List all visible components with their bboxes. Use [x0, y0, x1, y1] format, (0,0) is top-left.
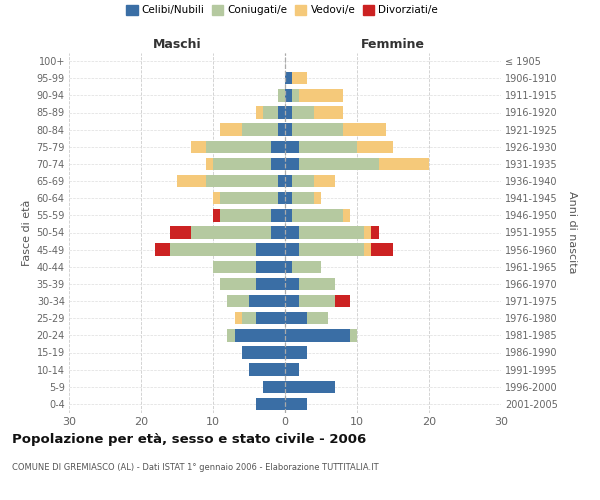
Bar: [256, 244, 285, 256]
Bar: [242, 346, 285, 358]
Bar: [292, 192, 314, 204]
Bar: [285, 209, 292, 222]
Bar: [213, 260, 256, 273]
Bar: [285, 329, 350, 342]
Bar: [256, 278, 285, 290]
Bar: [249, 364, 285, 376]
Bar: [292, 89, 299, 102]
Bar: [220, 278, 256, 290]
Bar: [278, 192, 285, 204]
Bar: [299, 140, 357, 153]
Bar: [235, 312, 242, 324]
Bar: [285, 244, 299, 256]
Bar: [285, 295, 299, 307]
Bar: [292, 72, 307, 85]
Bar: [227, 329, 235, 342]
Bar: [292, 124, 343, 136]
Bar: [285, 312, 307, 324]
Bar: [285, 124, 292, 136]
Bar: [220, 192, 278, 204]
Bar: [191, 140, 206, 153]
Bar: [364, 226, 371, 238]
Bar: [335, 295, 350, 307]
Bar: [299, 226, 364, 238]
Bar: [220, 124, 242, 136]
Y-axis label: Anni di nascita: Anni di nascita: [568, 191, 577, 274]
Bar: [271, 158, 285, 170]
Bar: [271, 226, 285, 238]
Bar: [285, 278, 299, 290]
Bar: [371, 244, 393, 256]
Bar: [292, 106, 314, 118]
Legend: Celibi/Nubili, Coniugati/e, Vedovi/e, Divorziati/e: Celibi/Nubili, Coniugati/e, Vedovi/e, Di…: [126, 5, 438, 15]
Bar: [220, 209, 271, 222]
Bar: [357, 140, 393, 153]
Text: Popolazione per età, sesso e stato civile - 2006: Popolazione per età, sesso e stato civil…: [12, 432, 366, 446]
Bar: [285, 346, 307, 358]
Bar: [285, 192, 292, 204]
Bar: [292, 209, 343, 222]
Bar: [314, 192, 321, 204]
Bar: [285, 260, 292, 273]
Bar: [285, 140, 299, 153]
Bar: [285, 226, 299, 238]
Y-axis label: Fasce di età: Fasce di età: [22, 200, 32, 266]
Bar: [285, 89, 292, 102]
Bar: [256, 398, 285, 410]
Bar: [314, 175, 335, 187]
Text: COMUNE DI GREMIASCO (AL) - Dati ISTAT 1° gennaio 2006 - Elaborazione TUTTITALIA.: COMUNE DI GREMIASCO (AL) - Dati ISTAT 1°…: [12, 462, 379, 471]
Bar: [285, 364, 299, 376]
Bar: [263, 380, 285, 393]
Bar: [285, 72, 292, 85]
Bar: [271, 140, 285, 153]
Bar: [278, 89, 285, 102]
Bar: [285, 158, 299, 170]
Bar: [227, 295, 249, 307]
Bar: [256, 106, 263, 118]
Bar: [170, 226, 191, 238]
Bar: [278, 124, 285, 136]
Bar: [292, 260, 321, 273]
Bar: [256, 312, 285, 324]
Bar: [249, 295, 285, 307]
Bar: [235, 329, 285, 342]
Bar: [242, 124, 278, 136]
Bar: [299, 295, 335, 307]
Text: Maschi: Maschi: [152, 38, 202, 51]
Bar: [263, 106, 278, 118]
Bar: [177, 175, 206, 187]
Bar: [213, 158, 271, 170]
Bar: [206, 140, 271, 153]
Bar: [371, 226, 379, 238]
Bar: [285, 175, 292, 187]
Bar: [299, 244, 364, 256]
Bar: [343, 209, 350, 222]
Bar: [379, 158, 429, 170]
Bar: [213, 192, 220, 204]
Bar: [155, 244, 170, 256]
Bar: [256, 260, 285, 273]
Bar: [271, 209, 285, 222]
Bar: [278, 106, 285, 118]
Bar: [285, 380, 335, 393]
Bar: [213, 209, 220, 222]
Bar: [206, 158, 213, 170]
Text: Femmine: Femmine: [361, 38, 425, 51]
Bar: [364, 244, 371, 256]
Bar: [299, 158, 379, 170]
Bar: [343, 124, 386, 136]
Bar: [314, 106, 343, 118]
Bar: [170, 244, 256, 256]
Bar: [206, 175, 278, 187]
Bar: [299, 89, 343, 102]
Bar: [242, 312, 256, 324]
Bar: [299, 278, 335, 290]
Bar: [285, 106, 292, 118]
Bar: [307, 312, 328, 324]
Bar: [350, 329, 357, 342]
Bar: [278, 175, 285, 187]
Bar: [292, 175, 314, 187]
Bar: [191, 226, 271, 238]
Bar: [285, 398, 307, 410]
